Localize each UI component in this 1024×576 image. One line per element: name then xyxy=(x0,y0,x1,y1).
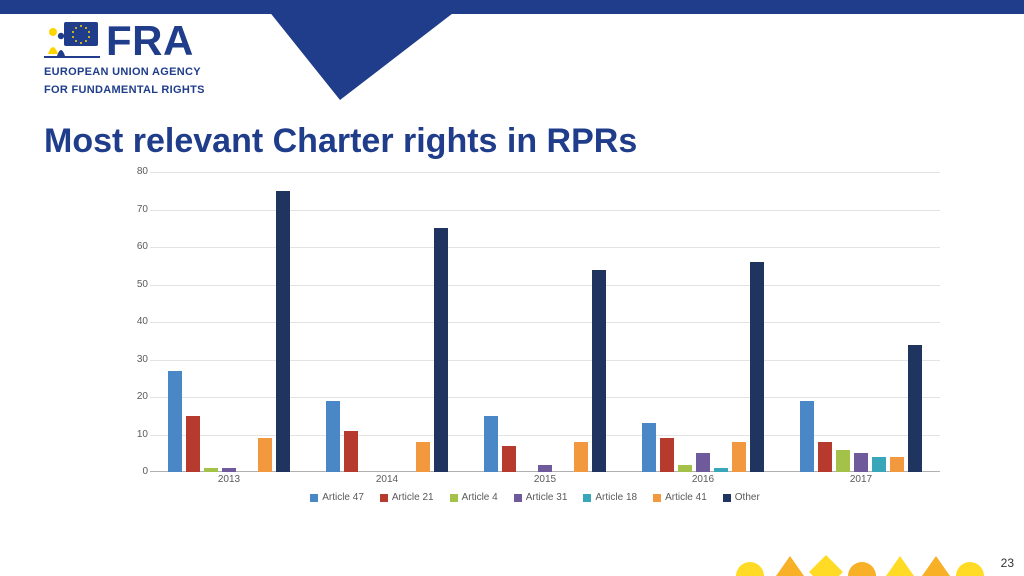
bar xyxy=(574,442,588,472)
bar xyxy=(538,465,552,473)
legend-label: Article 41 xyxy=(665,492,707,503)
x-tick-label: 2015 xyxy=(484,474,606,485)
bar xyxy=(326,401,340,472)
x-tick-label: 2016 xyxy=(642,474,764,485)
bar xyxy=(732,442,746,472)
bar xyxy=(258,438,272,472)
bar xyxy=(502,446,516,472)
page-number: 23 xyxy=(1001,556,1014,570)
bar xyxy=(434,228,448,472)
legend-swatch xyxy=(380,494,388,502)
bar xyxy=(222,468,236,472)
bar xyxy=(592,270,606,473)
bar xyxy=(836,450,850,473)
logo-acronym: FRA xyxy=(106,20,194,62)
bar xyxy=(642,423,656,472)
bar xyxy=(484,416,498,472)
legend-label: Article 21 xyxy=(392,492,434,503)
bar xyxy=(714,468,728,472)
legend-label: Other xyxy=(735,492,760,503)
y-tick-label: 40 xyxy=(122,316,148,327)
bar xyxy=(660,438,674,472)
x-tick-label: 2017 xyxy=(800,474,922,485)
bar xyxy=(168,371,182,472)
legend-item: Other xyxy=(723,492,760,503)
legend-item: Article 21 xyxy=(380,492,434,503)
legend-swatch xyxy=(653,494,661,502)
bar xyxy=(750,262,764,472)
y-tick-label: 10 xyxy=(122,429,148,440)
bar xyxy=(186,416,200,472)
bar xyxy=(678,465,692,473)
bar xyxy=(204,468,218,472)
bar xyxy=(854,453,868,472)
y-tick-label: 20 xyxy=(122,391,148,402)
logo-subtitle-2: FOR FUNDAMENTAL RIGHTS xyxy=(44,84,254,98)
bar xyxy=(696,453,710,472)
chart-legend: Article 47 Article 21 Article 4 Article 31 A… xyxy=(120,492,950,505)
legend-item: Article 4 xyxy=(450,492,498,503)
legend-swatch xyxy=(310,494,318,502)
y-tick-label: 0 xyxy=(122,466,148,477)
y-tick-label: 50 xyxy=(122,279,148,290)
legend-label: Article 4 xyxy=(462,492,498,503)
legend-label: Article 47 xyxy=(322,492,364,503)
bar xyxy=(344,431,358,472)
bar xyxy=(872,457,886,472)
legend-label: Article 31 xyxy=(526,492,568,503)
logo-block: FRA EUROPEAN UNION AGENCY FOR FUNDAMENTA… xyxy=(44,20,254,98)
slide: FRA EUROPEAN UNION AGENCY FOR FUNDAMENTA… xyxy=(0,0,1024,576)
x-tick-label: 2014 xyxy=(326,474,448,485)
legend-item: Article 18 xyxy=(583,492,637,503)
legend-swatch xyxy=(514,494,522,502)
slide-title: Most relevant Charter rights in RPRs xyxy=(44,122,637,161)
legend-swatch xyxy=(450,494,458,502)
legend-item: Article 31 xyxy=(514,492,568,503)
x-tick-label: 2013 xyxy=(168,474,290,485)
bar xyxy=(908,345,922,473)
bar-chart: Article 47 Article 21 Article 4 Article 31 A… xyxy=(120,166,950,506)
bar xyxy=(818,442,832,472)
bar xyxy=(890,457,904,472)
fra-logo-icon xyxy=(44,20,100,62)
bar xyxy=(276,191,290,472)
y-tick-label: 30 xyxy=(122,354,148,365)
footer-decoration xyxy=(736,554,996,576)
y-tick-label: 60 xyxy=(122,241,148,252)
bar xyxy=(800,401,814,472)
y-tick-label: 80 xyxy=(122,166,148,177)
legend-item: Article 41 xyxy=(653,492,707,503)
legend-swatch xyxy=(723,494,731,502)
y-tick-label: 70 xyxy=(122,204,148,215)
bar xyxy=(416,442,430,472)
legend-label: Article 18 xyxy=(595,492,637,503)
bar-groups xyxy=(150,172,940,472)
legend-swatch xyxy=(583,494,591,502)
legend-item: Article 47 xyxy=(310,492,364,503)
logo-subtitle-1: EUROPEAN UNION AGENCY xyxy=(44,66,254,80)
